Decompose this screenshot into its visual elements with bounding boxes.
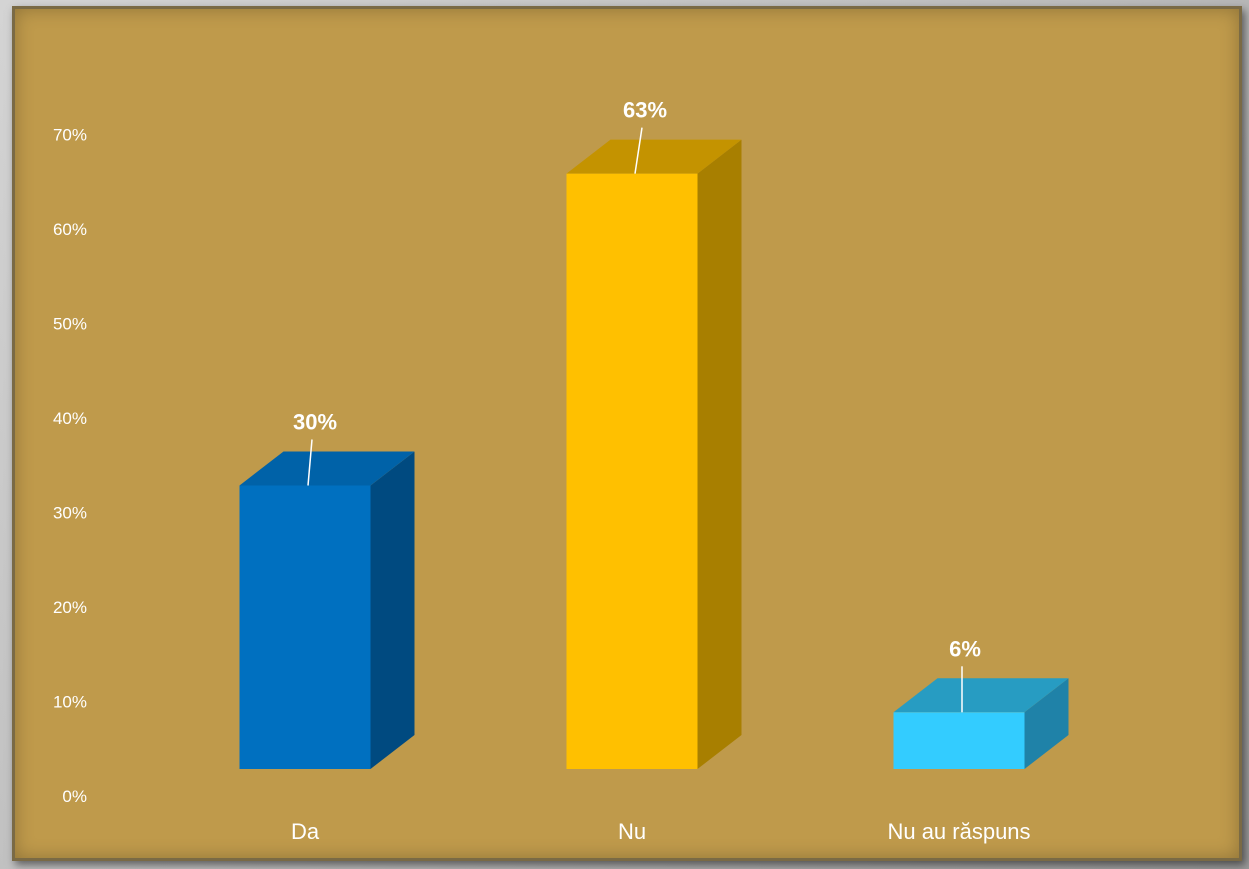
data-label-leader: [307, 439, 313, 486]
bar-side: [1024, 678, 1069, 769]
data-label-leader: [634, 127, 643, 174]
x-category-label: Da: [291, 819, 320, 844]
x-category-label: Nu au răspuns: [887, 819, 1030, 844]
x-category-label: Nu: [618, 819, 646, 844]
bar: [239, 485, 371, 769]
y-tick-label: 40%: [53, 409, 87, 428]
y-tick-label: 30%: [53, 504, 87, 523]
bar-side: [697, 139, 742, 769]
data-label: 6%: [949, 636, 981, 661]
bar-top: [893, 678, 1069, 713]
y-tick-label: 20%: [53, 598, 87, 617]
data-label: 63%: [623, 98, 667, 123]
bar-chart: 0% 10% 20% 30% 40% 50% 60% 70% 30% Da 63% Nu 6% Nu au…: [53, 98, 1069, 844]
bar: [893, 712, 1025, 769]
bar-top: [239, 451, 415, 486]
y-tick-label: 50%: [53, 315, 87, 334]
chart-frame: 0% 10% 20% 30% 40% 50% 60% 70% 30% Da 63% Nu 6% Nu au…: [12, 6, 1242, 861]
y-tick-label: 0%: [62, 787, 87, 806]
y-tick-label: 70%: [53, 126, 87, 145]
y-tick-label: 60%: [53, 220, 87, 239]
bar-top: [566, 139, 742, 174]
y-tick-label: 10%: [53, 693, 87, 712]
data-label: 30%: [293, 410, 337, 435]
bar-side: [370, 451, 415, 769]
bar: [566, 173, 698, 769]
